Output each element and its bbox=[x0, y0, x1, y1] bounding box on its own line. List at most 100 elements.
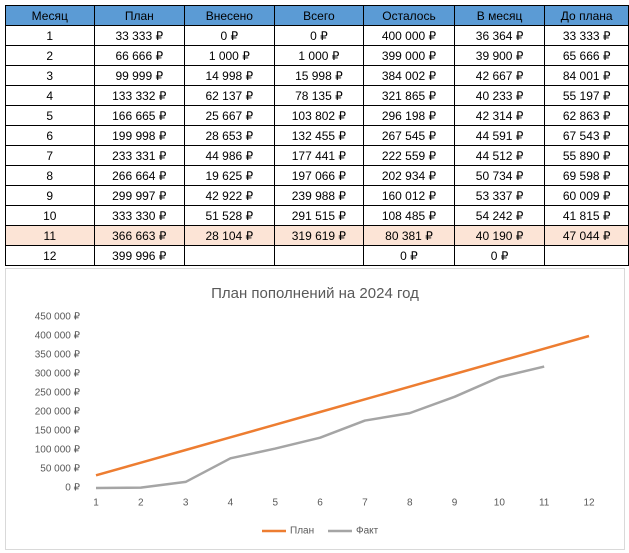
cell: 84 001 ₽ bbox=[544, 65, 629, 86]
x-tick-label: 12 bbox=[583, 498, 595, 509]
cell: 0 ₽ bbox=[363, 245, 455, 266]
header-cell: План bbox=[93, 5, 186, 26]
header-cell: Осталось bbox=[363, 5, 455, 26]
y-tick-label: 350 000 ₽ bbox=[35, 350, 81, 361]
cell: 11 bbox=[5, 225, 95, 246]
y-tick-label: 250 000 ₽ bbox=[35, 388, 81, 399]
cell: 233 331 ₽ bbox=[93, 145, 186, 166]
cell bbox=[184, 245, 275, 266]
chart-title: План пополнений на 2024 год bbox=[211, 285, 419, 302]
cell: 296 198 ₽ bbox=[363, 105, 455, 126]
cell: 291 515 ₽ bbox=[273, 205, 365, 226]
cell: 44 986 ₽ bbox=[184, 145, 275, 166]
cell: 366 663 ₽ bbox=[93, 225, 186, 246]
cell: 5 bbox=[5, 105, 95, 126]
x-tick-label: 4 bbox=[228, 498, 234, 509]
cell: 62 863 ₽ bbox=[544, 105, 629, 126]
legend-label: План bbox=[290, 526, 314, 537]
row: 3 99 999 ₽14 998 ₽15 998 ₽384 002 ₽42 667… bbox=[5, 65, 629, 86]
header-cell: Месяц bbox=[5, 5, 95, 26]
row: 8 266 664 ₽19 625 ₽197 066 ₽202 934 ₽50 7… bbox=[5, 165, 629, 186]
cell: 166 665 ₽ bbox=[93, 105, 186, 126]
cell: 12 bbox=[5, 245, 95, 266]
header-cell: До плана bbox=[544, 5, 629, 26]
cell: 103 802 ₽ bbox=[273, 105, 365, 126]
cell: 60 009 ₽ bbox=[544, 185, 629, 206]
cell: 1 bbox=[5, 25, 95, 46]
row: 9 299 997 ₽42 922 ₽239 988 ₽160 012 ₽53 3… bbox=[5, 185, 629, 206]
cell: 266 664 ₽ bbox=[93, 165, 186, 186]
cell: 177 441 ₽ bbox=[273, 145, 365, 166]
cell: 69 598 ₽ bbox=[544, 165, 629, 186]
cell: 41 815 ₽ bbox=[544, 205, 629, 226]
x-tick-label: 9 bbox=[452, 498, 458, 509]
cell: 28 104 ₽ bbox=[184, 225, 275, 246]
cell: 133 332 ₽ bbox=[93, 85, 186, 106]
cell: 80 381 ₽ bbox=[363, 225, 455, 246]
cell: 384 002 ₽ bbox=[363, 65, 455, 86]
cell: 54 242 ₽ bbox=[453, 205, 546, 226]
x-tick-label: 5 bbox=[272, 498, 278, 509]
cell: 399 996 ₽ bbox=[93, 245, 186, 266]
series-line bbox=[95, 334, 590, 477]
cell: 4 bbox=[5, 85, 95, 106]
row: 6 199 998 ₽28 653 ₽132 455 ₽267 545 ₽44 5… bbox=[5, 125, 629, 146]
cell: 400 000 ₽ bbox=[363, 25, 455, 46]
cell: 55 890 ₽ bbox=[544, 145, 629, 166]
cell: 10 bbox=[5, 205, 95, 226]
cell: 78 135 ₽ bbox=[273, 85, 365, 106]
y-tick-label: 50 000 ₽ bbox=[40, 464, 80, 475]
x-tick-label: 2 bbox=[138, 498, 144, 509]
row: 11 366 663 ₽28 104 ₽319 619 ₽80 381 ₽40 1… bbox=[5, 225, 629, 246]
cell: 7 bbox=[5, 145, 95, 166]
cell: 47 044 ₽ bbox=[544, 225, 629, 246]
y-tick-label: 150 000 ₽ bbox=[35, 426, 81, 437]
row: 5 166 665 ₽25 667 ₽103 802 ₽296 198 ₽42 3… bbox=[5, 105, 629, 126]
cell: 299 997 ₽ bbox=[93, 185, 186, 206]
cell: 40 233 ₽ bbox=[453, 85, 546, 106]
row: 1 33 333 ₽0 ₽0 ₽400 000 ₽36 364 ₽33 333 ₽ bbox=[5, 25, 629, 46]
cell: 39 900 ₽ bbox=[453, 45, 546, 66]
cell: 1 000 ₽ bbox=[184, 45, 275, 66]
table: Месяц План Внесено Всего Осталось В месяц До п… bbox=[5, 5, 629, 266]
cell: 36 364 ₽ bbox=[453, 25, 546, 46]
y-tick-label: 0 ₽ bbox=[65, 483, 80, 494]
cell bbox=[544, 245, 629, 266]
header-cell: Внесено bbox=[184, 5, 275, 26]
cell: 33 333 ₽ bbox=[544, 25, 629, 46]
cell: 321 865 ₽ bbox=[363, 85, 455, 106]
x-tick-label: 7 bbox=[362, 498, 368, 509]
cell: 0 ₽ bbox=[453, 245, 546, 266]
x-tick-label: 6 bbox=[317, 498, 323, 509]
x-tick-label: 10 bbox=[494, 498, 506, 509]
cell: 15 998 ₽ bbox=[273, 65, 365, 86]
row: 10 333 330 ₽51 528 ₽291 515 ₽108 485 ₽54 … bbox=[5, 205, 629, 226]
cell: 6 bbox=[5, 125, 95, 146]
cell: 3 bbox=[5, 65, 95, 86]
cell: 2 bbox=[5, 45, 95, 66]
cell: 44 591 ₽ bbox=[453, 125, 546, 146]
x-tick-label: 1 bbox=[93, 498, 99, 509]
cell: 42 922 ₽ bbox=[184, 185, 275, 206]
cell: 319 619 ₽ bbox=[273, 225, 365, 246]
y-tick-label: 100 000 ₽ bbox=[35, 445, 81, 456]
cell: 19 625 ₽ bbox=[184, 165, 275, 186]
row: 4 133 332 ₽62 137 ₽78 135 ₽321 865 ₽40 23… bbox=[5, 85, 629, 106]
chart: План пополнений на 2024 год 0 ₽ 50 000 ₽ 1… bbox=[5, 268, 625, 550]
cell: 0 ₽ bbox=[273, 25, 365, 46]
cell: 25 667 ₽ bbox=[184, 105, 275, 126]
cell: 53 337 ₽ bbox=[453, 185, 546, 206]
row: 7 233 331 ₽44 986 ₽177 441 ₽222 559 ₽44 5… bbox=[5, 145, 629, 166]
header-row: Месяц План Внесено Всего Осталось В месяц До п… bbox=[5, 5, 629, 26]
cell: 267 545 ₽ bbox=[363, 125, 455, 146]
cell: 50 734 ₽ bbox=[453, 165, 546, 186]
cell: 99 999 ₽ bbox=[93, 65, 186, 86]
cell: 8 bbox=[5, 165, 95, 186]
cell: 160 012 ₽ bbox=[363, 185, 455, 206]
cell: 33 333 ₽ bbox=[93, 25, 186, 46]
x-tick-label: 8 bbox=[407, 498, 413, 509]
cell: 44 512 ₽ bbox=[453, 145, 546, 166]
series-line bbox=[95, 365, 545, 490]
cell: 51 528 ₽ bbox=[184, 205, 275, 226]
